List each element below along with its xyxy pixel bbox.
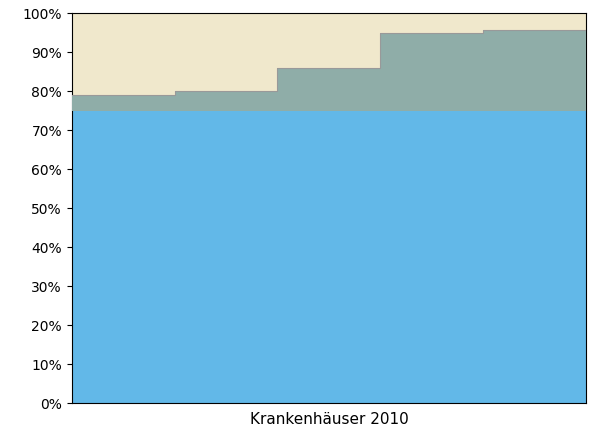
X-axis label: Krankenhäuser 2010: Krankenhäuser 2010 bbox=[249, 412, 408, 426]
